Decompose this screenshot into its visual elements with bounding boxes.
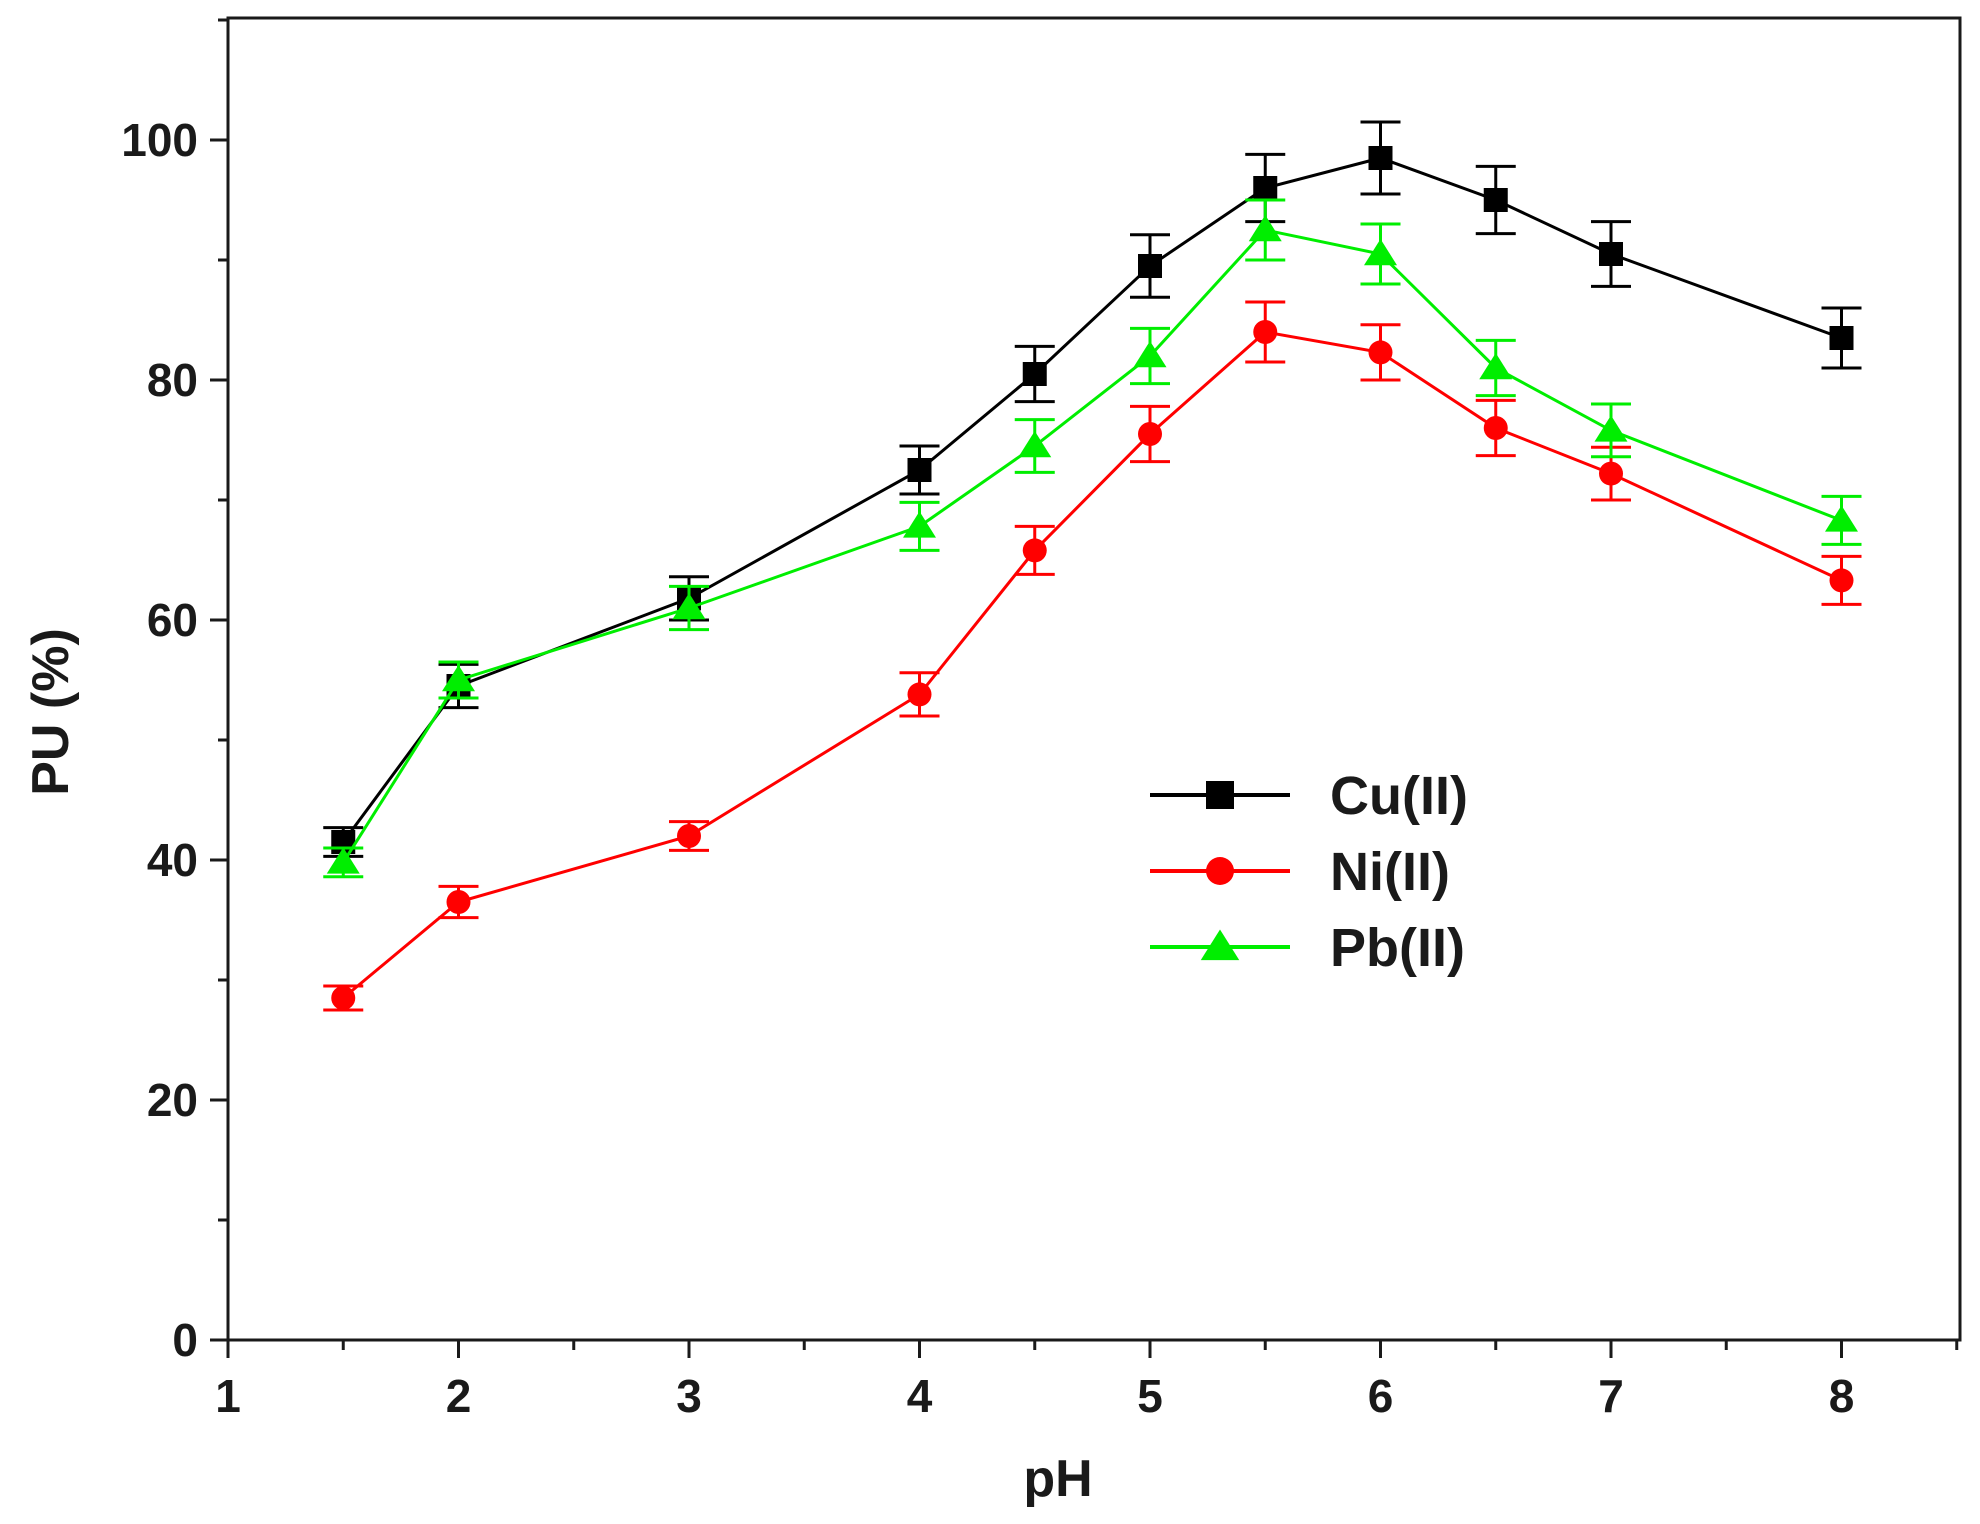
data-point <box>1022 538 1047 563</box>
x-tick-label: 6 <box>1368 1370 1394 1422</box>
data-point <box>903 511 936 538</box>
data-point <box>442 665 475 692</box>
data-point <box>1138 254 1162 278</box>
data-point <box>1253 176 1278 200</box>
data-point <box>1483 416 1508 440</box>
data-point <box>907 458 932 482</box>
plot-frame <box>226 16 1962 1342</box>
data-point <box>907 682 932 707</box>
x-tick-label: 1 <box>215 1370 241 1422</box>
data-point <box>1483 188 1508 212</box>
data-point <box>1133 341 1167 368</box>
data-point <box>1599 242 1623 266</box>
data-point <box>1022 362 1047 386</box>
data-point <box>1138 422 1162 446</box>
series-line <box>341 228 1843 864</box>
y-axis-title: PU (%) <box>22 628 80 796</box>
legend-label: Pb(II) <box>1330 918 1465 978</box>
x-axis-title: pH <box>1023 1450 1092 1508</box>
data-point <box>326 847 360 874</box>
data-point <box>1368 146 1393 170</box>
data-point <box>1599 461 1623 486</box>
legend-marker <box>1206 781 1234 809</box>
y-tick-label: 0 <box>172 1314 198 1366</box>
x-tick-label: 3 <box>676 1370 702 1422</box>
y-tick-label: 100 <box>121 114 198 166</box>
x-tick-label: 7 <box>1598 1370 1624 1422</box>
data-point <box>1829 568 1854 593</box>
legend-item: Cu(II) <box>1150 766 1468 826</box>
data-point <box>331 986 356 1010</box>
legend-marker <box>1206 857 1234 885</box>
x-tick-label: 4 <box>907 1370 933 1422</box>
x-tick-label: 5 <box>1137 1370 1163 1422</box>
data-point <box>1594 415 1628 442</box>
legend-item: Ni(II) <box>1150 842 1450 902</box>
legend-label: Ni(II) <box>1330 842 1450 902</box>
data-point <box>446 890 471 914</box>
y-tick-label: 80 <box>147 354 198 406</box>
series-cuii <box>323 120 1862 858</box>
data-point <box>1253 320 1278 344</box>
legend-marker <box>1200 929 1240 961</box>
legend: Cu(II) Ni(II) Pb(II) <box>1150 766 1468 978</box>
series-niii <box>323 300 1862 1012</box>
data-point <box>1248 215 1282 242</box>
data-point <box>1364 239 1397 266</box>
data-point <box>1018 431 1052 458</box>
data-point <box>1479 353 1513 380</box>
y-tick-label: 40 <box>147 834 198 886</box>
legend-label: Cu(II) <box>1330 766 1468 826</box>
y-tick-label: 20 <box>147 1074 198 1126</box>
data-point <box>672 593 706 620</box>
plot-area <box>323 120 1862 1012</box>
data-point <box>1825 505 1858 532</box>
series-pbii <box>323 198 1862 879</box>
x-tick-label: 8 <box>1829 1370 1855 1422</box>
x-tick-label: 2 <box>446 1370 472 1422</box>
legend-item: Pb(II) <box>1150 918 1465 978</box>
data-point <box>677 824 701 848</box>
data-point <box>1368 340 1393 365</box>
data-point <box>1829 326 1854 350</box>
y-tick-label: 60 <box>147 594 198 646</box>
